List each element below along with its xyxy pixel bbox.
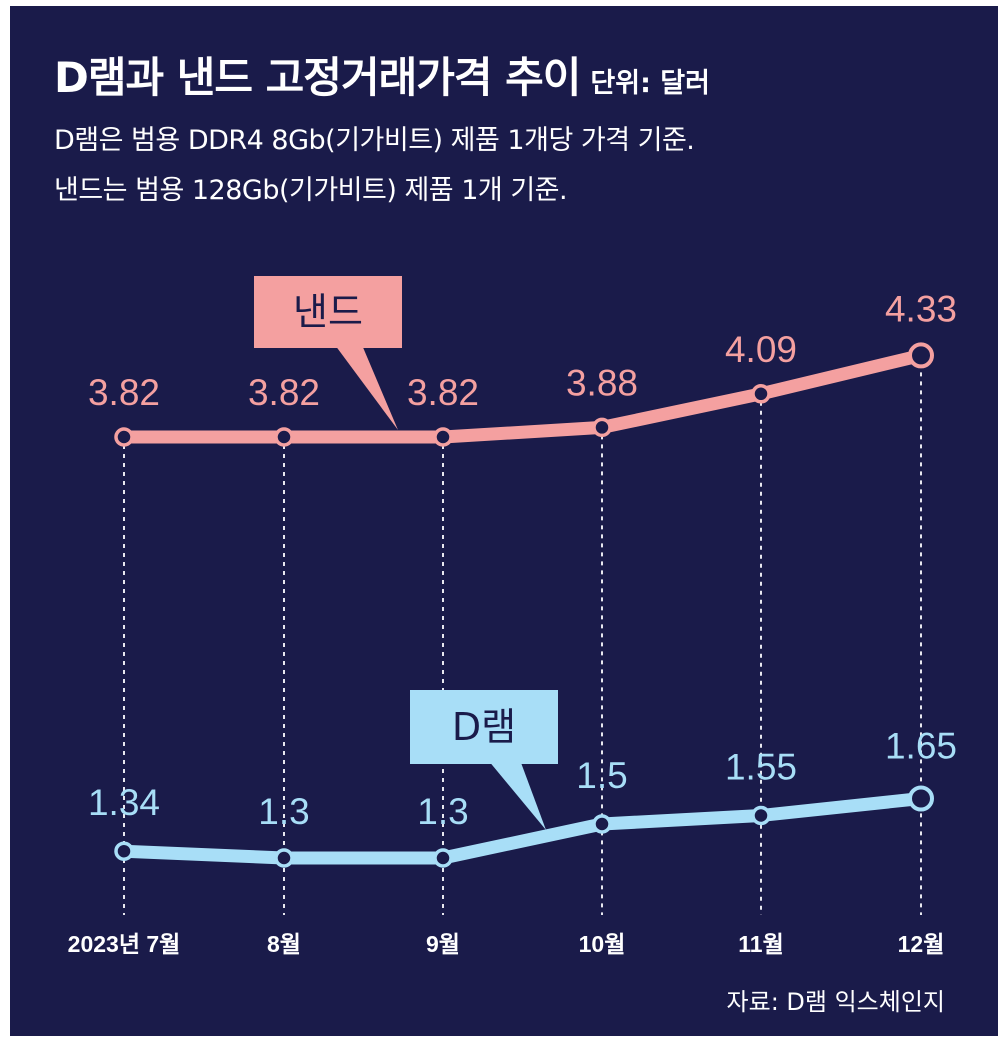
dram-data-label: 1.5 xyxy=(576,755,627,796)
x-tick-label: 10월 xyxy=(579,931,626,957)
dram-point xyxy=(114,841,134,861)
dram-point xyxy=(592,814,612,834)
chart-panel xyxy=(10,6,998,1036)
nand-callout-box xyxy=(254,276,402,348)
x-tick-label: 12월 xyxy=(898,931,945,957)
nand-data-label: 3.82 xyxy=(407,372,479,413)
nand-point xyxy=(433,427,453,447)
source-note: 자료: D램 익스체인지 xyxy=(726,988,945,1016)
x-tick-label: 8월 xyxy=(267,931,301,957)
nand-callout-tail xyxy=(335,345,398,430)
x-tick-label: 2023년 7월 xyxy=(68,931,181,957)
dram-data-label: 1.3 xyxy=(417,791,468,832)
nand-data-label: 4.33 xyxy=(885,288,957,329)
subtitle-line-2: 낸드는 범용 128Gb(기가비트) 제품 1개 기준. xyxy=(54,175,568,206)
x-tick-label: 9월 xyxy=(426,931,460,957)
nand-legend-label: 낸드 xyxy=(293,290,363,334)
dram-data-label: 1.34 xyxy=(88,782,160,823)
nand-point xyxy=(274,427,294,447)
nand-point xyxy=(751,384,771,404)
nand-data-label: 3.88 xyxy=(566,362,638,403)
nand-series-line xyxy=(117,348,928,444)
dram-callout-box xyxy=(410,690,558,764)
dram-point xyxy=(908,785,934,812)
dram-point xyxy=(274,848,294,868)
dram-callout-tail xyxy=(488,760,546,830)
x-tick-label: 11월 xyxy=(738,931,783,957)
dram-series-line xyxy=(117,792,928,865)
dram-data-label: 1.55 xyxy=(725,747,797,788)
dram-legend-callout: D램 xyxy=(410,690,558,830)
unit-label: 단위: 달러 xyxy=(590,68,710,99)
dram-point xyxy=(751,805,771,826)
chart-title: D램과 낸드 고정거래가격 추이 xyxy=(54,53,581,102)
nand-point xyxy=(592,417,612,438)
subtitle-line-1: D램은 범용 DDR4 8Gb(기가비트) 제품 1개당 가격 기준. xyxy=(54,125,695,156)
nand-point xyxy=(114,427,134,447)
title-row: D램과 낸드 고정거래가격 추이 단위: 달러 xyxy=(54,44,710,105)
nand-data-label: 4.09 xyxy=(725,329,797,370)
nand-data-label: 3.82 xyxy=(88,372,160,413)
nand-legend-callout: 낸드 xyxy=(254,276,402,430)
nand-point xyxy=(908,342,934,369)
nand-data-label: 3.82 xyxy=(248,372,320,413)
dram-data-label: 1.3 xyxy=(258,791,309,832)
dram-data-label: 1.65 xyxy=(885,726,957,767)
dram-point xyxy=(433,848,453,868)
dram-legend-label: D램 xyxy=(452,705,516,749)
